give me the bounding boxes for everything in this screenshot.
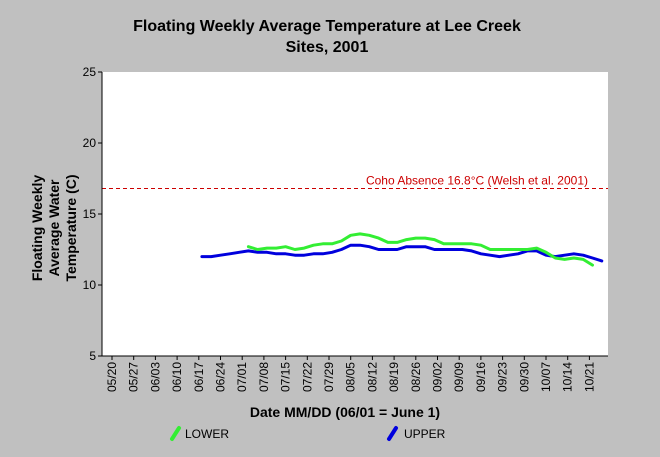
x-tick-label: 06/10 bbox=[170, 362, 184, 392]
legend-label-upper: UPPER bbox=[404, 427, 446, 441]
reference-line-label: Coho Absence 16.8°C (Welsh et al. 2001) bbox=[366, 173, 588, 187]
x-tick-label: 10/14 bbox=[561, 362, 575, 392]
y-tick-label: 10 bbox=[83, 278, 97, 292]
legend: LOWER UPPER bbox=[170, 426, 446, 441]
x-axis: 05/20 05/27 06/03 06/10 06/17 06/24 07/01 07/08… bbox=[105, 356, 596, 392]
y-axis-label: Floating Weekly Average Water Temperatur… bbox=[29, 174, 79, 281]
series-line-lower bbox=[246, 232, 594, 267]
y-axis-label-line-2: Average Water bbox=[46, 179, 62, 277]
chart-title-line-2: Sites, 2001 bbox=[286, 39, 369, 56]
x-tick-label: 08/05 bbox=[344, 362, 358, 392]
x-tick-label: 05/20 bbox=[105, 362, 119, 392]
y-axis-label-line-3: Temperature (C) bbox=[63, 174, 79, 281]
x-tick-label: 10/07 bbox=[539, 362, 553, 392]
x-tick-label: 06/03 bbox=[148, 362, 162, 392]
x-tick-label: 07/08 bbox=[257, 362, 271, 392]
x-tick-label: 07/29 bbox=[322, 362, 336, 392]
plot-area bbox=[102, 72, 608, 356]
x-tick-label: 06/17 bbox=[192, 362, 206, 392]
chart-title-line-1: Floating Weekly Average Temperature at L… bbox=[133, 18, 521, 35]
x-tick-label: 07/01 bbox=[235, 362, 249, 392]
y-tick-label: 20 bbox=[83, 136, 97, 150]
legend-swatch-lower bbox=[170, 426, 181, 441]
x-tick-label: 09/16 bbox=[474, 362, 488, 392]
y-tick-label: 25 bbox=[83, 65, 97, 79]
x-tick-label: 07/22 bbox=[300, 362, 314, 392]
x-tick-label: 10/21 bbox=[582, 362, 596, 392]
legend-swatch-upper bbox=[387, 426, 398, 441]
y-axis: 5 10 15 20 25 bbox=[83, 65, 102, 363]
x-tick-label: 08/26 bbox=[409, 362, 423, 392]
x-tick-label: 08/12 bbox=[365, 362, 379, 392]
x-tick-label: 08/19 bbox=[387, 362, 401, 392]
legend-label-lower: LOWER bbox=[185, 427, 229, 441]
y-axis-label-line-1: Floating Weekly bbox=[29, 175, 45, 282]
x-tick-label: 09/09 bbox=[452, 362, 466, 392]
y-tick-label: 15 bbox=[83, 207, 97, 221]
x-tick-label: 06/24 bbox=[214, 362, 228, 392]
x-tick-label: 09/30 bbox=[517, 362, 531, 392]
y-tick-label: 5 bbox=[89, 349, 96, 363]
x-tick-label: 09/02 bbox=[431, 362, 445, 392]
x-tick-label: 09/23 bbox=[496, 362, 510, 392]
x-axis-label: Date MM/DD (06/01 = June 1) bbox=[250, 404, 440, 420]
series-line-upper bbox=[200, 243, 604, 263]
x-tick-label: 05/27 bbox=[127, 362, 141, 392]
x-tick-label: 07/15 bbox=[279, 362, 293, 392]
series-layer bbox=[200, 232, 604, 267]
